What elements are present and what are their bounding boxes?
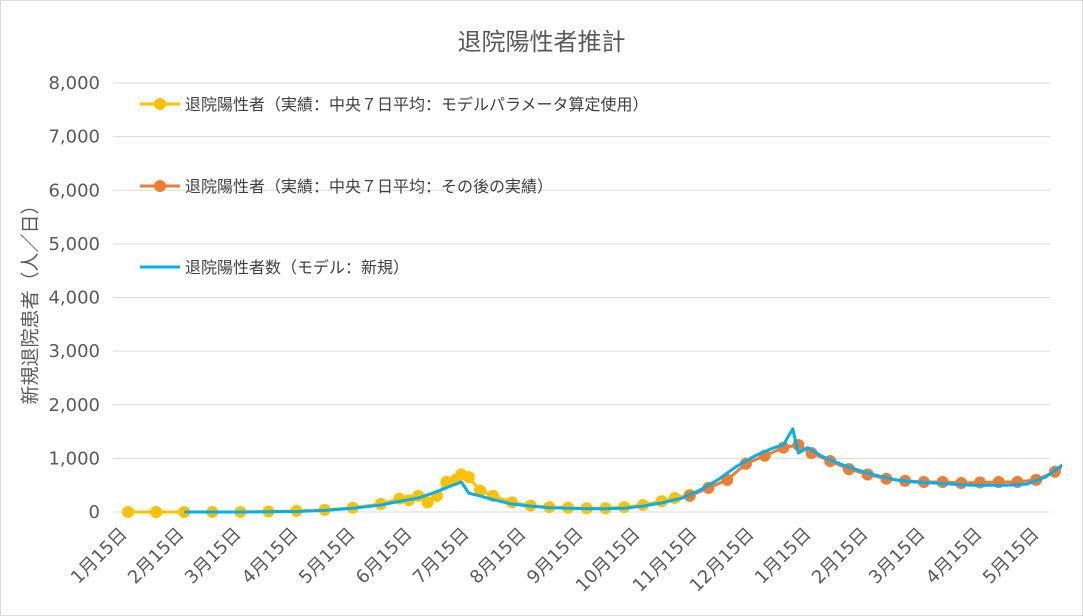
legend-label: 退院陽性者数（モデル：新規） — [185, 258, 409, 277]
series-line — [184, 427, 1062, 514]
x-tick-label: 5月15日 — [295, 524, 360, 589]
chart-title: 退院陽性者推計 — [457, 28, 626, 56]
legend-label: 退院陽性者（実績：中央７日平均：その後の実績） — [185, 177, 553, 196]
y-tick-label: 8,000 — [48, 73, 100, 94]
data-point — [805, 447, 818, 460]
y-tick-label: 6,000 — [48, 180, 100, 201]
x-tick-label: 3月15日 — [865, 524, 930, 589]
data-point — [974, 476, 987, 489]
x-tick-label: 5月15日 — [979, 524, 1044, 589]
data-point — [462, 471, 475, 484]
x-tick-label: 4月15日 — [238, 524, 303, 589]
legend-item: 退院陽性者（実績：中央７日平均：その後の実績） — [140, 177, 553, 196]
legend-label: 退院陽性者（実績：中央７日平均：モデルパラメータ算定使用） — [185, 95, 649, 114]
y-tick-label: 7,000 — [48, 127, 100, 148]
x-tick-label: 3月15日 — [181, 524, 246, 589]
series-3 — [184, 427, 1062, 514]
data-point — [1068, 452, 1080, 464]
x-tick-label: 1月15日 — [751, 524, 816, 589]
y-tick-label: 3,000 — [48, 341, 100, 362]
y-tick-label: 0 — [89, 502, 100, 523]
legend-item: 退院陽性者（実績：中央７日平均：モデルパラメータ算定使用） — [140, 95, 649, 114]
data-point — [122, 506, 134, 518]
data-point — [474, 484, 487, 497]
x-tick-label: 2月15日 — [124, 524, 189, 589]
x-tick-label: 8月15日 — [466, 524, 531, 589]
x-tick-label: 2月15日 — [808, 524, 873, 589]
legend-marker — [154, 98, 166, 110]
data-point — [421, 496, 434, 509]
y-tick-label: 5,000 — [48, 234, 100, 255]
y-tick-label: 2,000 — [48, 395, 100, 416]
legend: 退院陽性者（実績：中央７日平均：モデルパラメータ算定使用） 退院陽性者（実績：中央… — [140, 95, 649, 277]
series-2 — [683, 438, 1080, 502]
data-point — [150, 506, 163, 518]
legend-item: 退院陽性者数（モデル：新規） — [140, 258, 409, 277]
y-tick-labels: 0 1,000 2,000 3,000 4,000 5,000 6,000 7,000 8,00… — [48, 73, 100, 523]
x-tick-label: 6月15日 — [352, 524, 417, 589]
x-tick-label: 7月15日 — [409, 524, 474, 589]
x-tick-label: 4月15日 — [922, 524, 987, 589]
x-tick-labels: 1月15日2月15日3月15日4月15日5月15日6月15日7月15日8月15日… — [67, 524, 1044, 597]
series-layer — [122, 427, 1080, 518]
legend-marker — [154, 180, 166, 192]
y-tick-label: 4,000 — [48, 288, 100, 309]
gridlines — [113, 82, 1050, 513]
y-tick-label: 1,000 — [48, 448, 100, 469]
series-line — [689, 443, 1062, 498]
x-tick-label: 1月15日 — [67, 524, 132, 589]
